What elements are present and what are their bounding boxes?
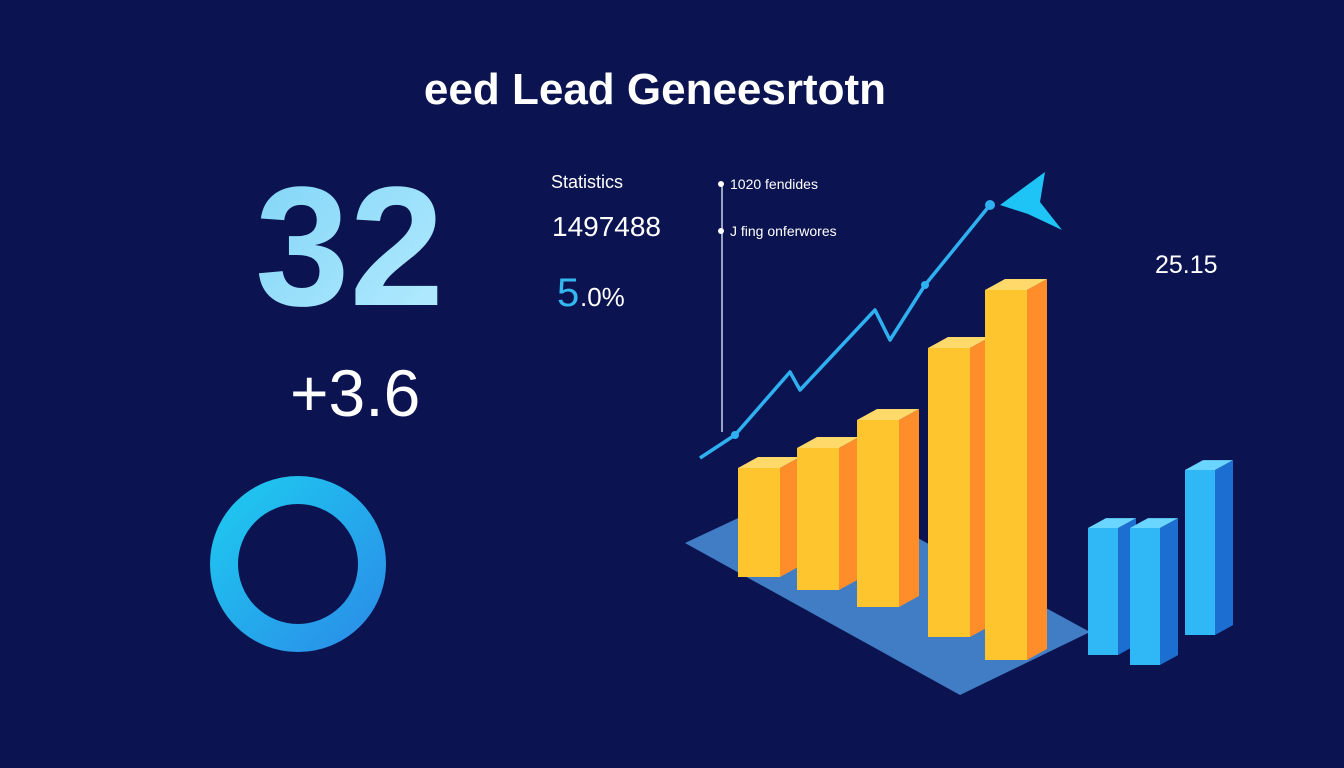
bar-side: [1027, 279, 1047, 660]
bars: [738, 279, 1233, 665]
trend-arrow: [1000, 172, 1062, 230]
bar-side: [1215, 460, 1233, 635]
stats-rate-main: 5: [557, 271, 579, 315]
bar-front: [1130, 528, 1160, 665]
bar-side: [780, 457, 800, 577]
title: eed Lead Geneesrtotn: [424, 65, 886, 114]
bar-top: [1130, 518, 1178, 528]
bar-top: [738, 457, 800, 468]
legend-item: 1020 fendides: [730, 176, 818, 192]
bar-top: [1088, 518, 1136, 528]
bar-front: [738, 468, 780, 577]
legend-item: J fing onferwores: [730, 223, 837, 239]
bar-side: [1160, 518, 1178, 665]
bar-front: [1088, 528, 1118, 655]
stats-label: Statistics: [551, 172, 623, 192]
bar-top: [1185, 460, 1233, 470]
bar-front: [797, 448, 839, 590]
kpi-change: +3.6: [290, 356, 420, 430]
ring: [210, 476, 386, 652]
bar-front: [857, 420, 899, 607]
stats-rate-rest: .0%: [580, 282, 625, 312]
bar-front: [1185, 470, 1215, 635]
bar-side: [899, 409, 919, 607]
bar-top: [857, 409, 919, 420]
bar-top: [797, 437, 859, 448]
legend-dot: [718, 181, 724, 187]
trend-dot: [731, 431, 739, 439]
trend-dot: [921, 281, 929, 289]
bar-front: [985, 290, 1027, 660]
side-value: 25.15: [1155, 251, 1218, 279]
bar-top: [985, 279, 1047, 290]
bar-front: [928, 348, 970, 637]
stats-total: 1497488: [552, 211, 661, 242]
legend-dot: [718, 228, 724, 234]
bar-top: [928, 337, 990, 348]
bar-side: [839, 437, 859, 590]
trend-dot: [985, 200, 995, 210]
trend-line: [699, 203, 992, 460]
kpi-main: 32: [255, 152, 444, 342]
